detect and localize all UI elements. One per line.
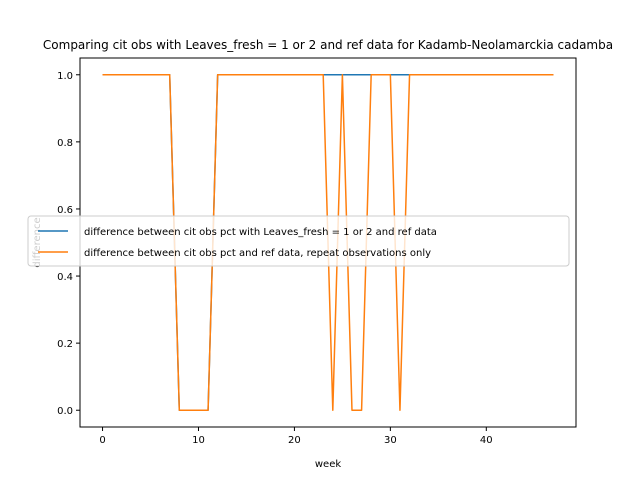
y-axis: 0.0 0.2 0.4 0.6 0.8 1.0 (57, 71, 80, 417)
x-tick-label: 0 (99, 435, 105, 446)
legend-label-series-1: difference between cit obs pct with Leav… (84, 227, 437, 238)
x-axis: 0 10 20 30 40 (99, 427, 493, 446)
chart-title: Comparing cit obs with Leaves_fresh = 1 … (43, 38, 613, 52)
legend: difference between cit obs pct with Leav… (27, 215, 570, 267)
y-tick-label: 0.8 (57, 138, 73, 149)
y-tick-label: 0.4 (57, 272, 73, 283)
x-axis-label: week (315, 459, 341, 470)
y-tick-label: 0.2 (57, 339, 73, 350)
y-tick-label: 0.0 (57, 406, 73, 417)
x-tick-label: 40 (480, 435, 493, 446)
y-tick-label: 0.6 (57, 205, 73, 216)
legend-label-series-2: difference between cit obs pct and ref d… (84, 248, 431, 259)
y-tick-label: 1.0 (57, 71, 73, 82)
x-tick-label: 30 (384, 435, 397, 446)
x-tick-label: 20 (288, 435, 301, 446)
x-tick-label: 10 (192, 435, 205, 446)
legend-box (27, 215, 570, 267)
